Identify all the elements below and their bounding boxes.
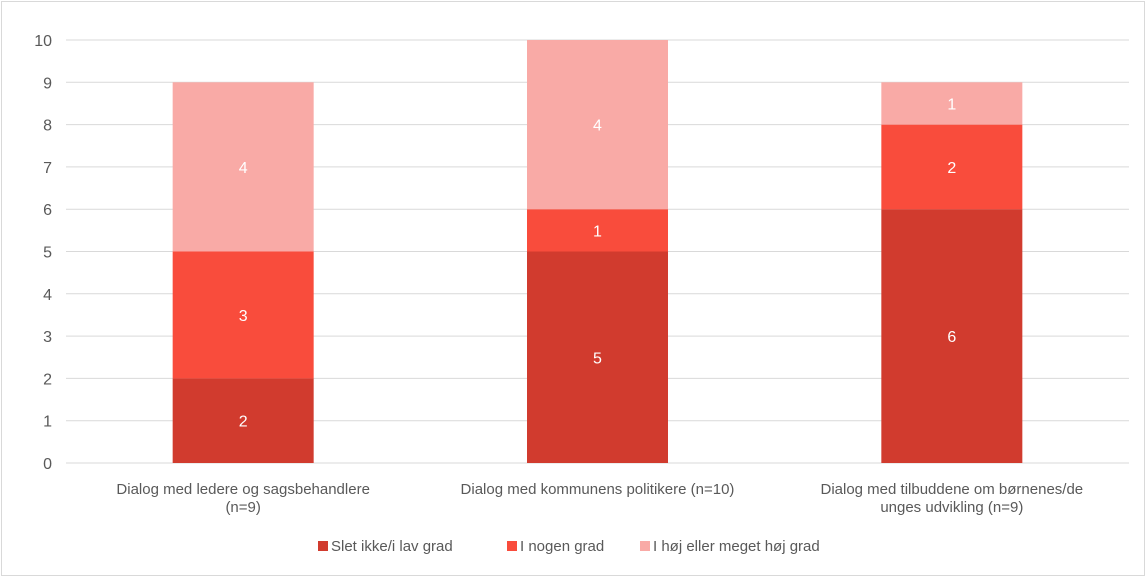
- bar-segment: [881, 82, 1023, 125]
- y-tick-label: 7: [43, 160, 52, 177]
- data-label: 4: [239, 160, 248, 177]
- legend-label: I nogen grad: [520, 538, 604, 555]
- y-tick-label: 0: [43, 456, 52, 473]
- legend-swatch: [640, 541, 650, 551]
- bar-segment: [172, 378, 314, 463]
- data-label: 1: [593, 223, 602, 240]
- y-tick-label: 9: [43, 75, 52, 92]
- bar-segment: [172, 82, 314, 252]
- legend-label: Slet ikke/i lav grad: [331, 538, 453, 555]
- data-label: 2: [239, 414, 248, 431]
- category-label: (n=9): [225, 499, 260, 516]
- bar-segment: [881, 209, 1023, 463]
- category-label: Dialog med tilbuddene om børnenes/de: [820, 481, 1083, 498]
- y-tick-label: 2: [43, 371, 52, 388]
- data-label: 6: [947, 329, 956, 346]
- legend-label: I høj eller meget høj grad: [653, 538, 820, 555]
- data-label: 2: [947, 160, 956, 177]
- category-label: unges udvikling (n=9): [880, 499, 1023, 516]
- y-tick-label: 5: [43, 245, 52, 262]
- legend-swatch: [507, 541, 517, 551]
- category-label: Dialog med ledere og sagsbehandlere: [116, 481, 370, 498]
- bar-segment: [881, 124, 1023, 210]
- data-label: 4: [593, 118, 602, 135]
- y-tick-label: 4: [43, 287, 52, 304]
- data-label: 1: [947, 96, 956, 113]
- bar-segment: [527, 40, 668, 210]
- bar-segment: [527, 251, 668, 463]
- data-label: 5: [593, 350, 602, 367]
- bar-segment: [172, 251, 314, 379]
- y-tick-label: 1: [43, 414, 52, 431]
- bar-segment: [527, 209, 668, 252]
- category-label: Dialog med kommunens politikere (n=10): [461, 481, 735, 498]
- y-tick-label: 3: [43, 329, 52, 346]
- y-tick-label: 10: [34, 33, 52, 50]
- y-tick-label: 6: [43, 202, 52, 219]
- y-tick-label: 8: [43, 118, 52, 135]
- data-label: 3: [239, 308, 248, 325]
- legend-swatch: [318, 541, 328, 551]
